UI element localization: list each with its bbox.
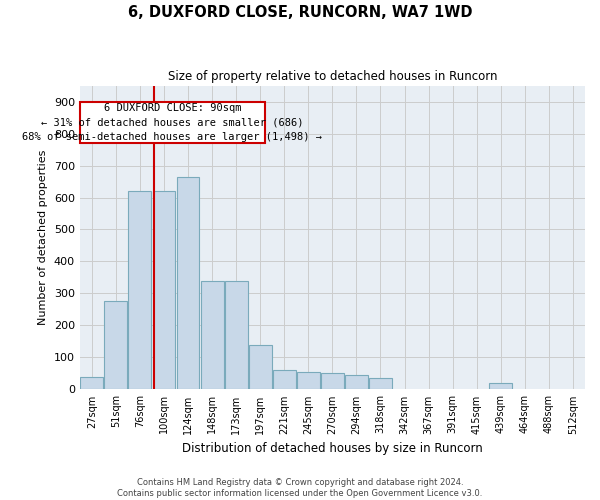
Bar [345,375,368,390]
Bar [200,280,224,390]
Bar [273,370,296,390]
Bar [176,176,199,390]
Title: Size of property relative to detached houses in Runcorn: Size of property relative to detached ho… [167,70,497,83]
Bar [249,344,272,390]
Text: 6 DUXFORD CLOSE: 90sqm
← 31% of detached houses are smaller (686)
68% of semi-de: 6 DUXFORD CLOSE: 90sqm ← 31% of detached… [22,102,322,142]
Y-axis label: Number of detached properties: Number of detached properties [38,150,48,325]
Bar [297,372,320,390]
X-axis label: Distribution of detached houses by size in Runcorn: Distribution of detached houses by size … [182,442,483,455]
Text: Contains HM Land Registry data © Crown copyright and database right 2024.
Contai: Contains HM Land Registry data © Crown c… [118,478,482,498]
Bar [369,378,392,390]
Bar [152,191,175,390]
Bar [490,383,512,390]
Bar [225,280,248,390]
Bar [321,374,344,390]
Text: 6, DUXFORD CLOSE, RUNCORN, WA7 1WD: 6, DUXFORD CLOSE, RUNCORN, WA7 1WD [128,5,472,20]
Bar [80,376,103,390]
FancyBboxPatch shape [80,102,265,143]
Bar [128,191,151,390]
Bar [104,302,127,390]
